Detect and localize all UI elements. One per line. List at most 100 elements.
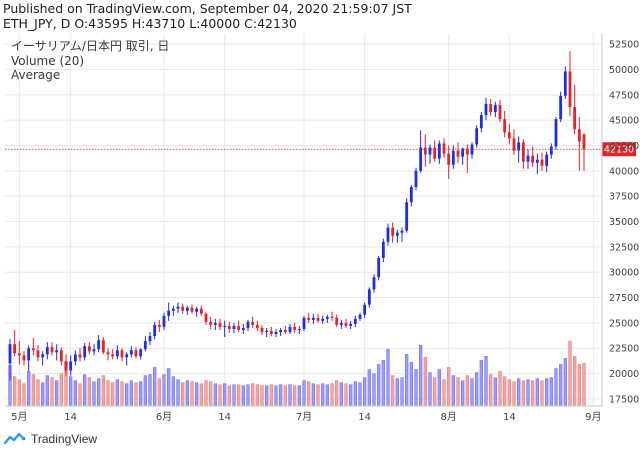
volume-bar [377, 364, 381, 407]
candle-body [115, 350, 119, 357]
candle-body [134, 350, 138, 357]
volume-bar [400, 377, 404, 407]
volume-bar [199, 383, 203, 407]
candle-body [181, 306, 185, 311]
chart-header: Published on TradingView.com, September … [3, 1, 637, 31]
last-price-label: 42130 [604, 145, 634, 156]
volume-bar [479, 360, 483, 407]
volume-bar [582, 363, 586, 407]
candle-body [377, 258, 381, 278]
x-tick-label: 8月 [440, 411, 456, 423]
volume-bar [120, 381, 124, 407]
candle-body [302, 317, 306, 329]
candle-body [540, 159, 544, 166]
candle-body [171, 308, 175, 311]
volume-bar [190, 381, 194, 407]
volume-bar [559, 364, 563, 407]
candle-body [405, 202, 409, 231]
volume-bar [255, 384, 259, 407]
volume-bar [78, 383, 82, 407]
candle-body [395, 232, 399, 236]
volume-bar [433, 377, 437, 407]
candle-body [535, 159, 539, 163]
volume-bar [573, 356, 577, 407]
candle-body [167, 310, 171, 316]
x-axis: 5月 14 6月 14 7月 14 8月 14 9月 [11, 411, 601, 423]
candle-body [386, 227, 390, 242]
volume-bar [297, 385, 301, 407]
candle-body [330, 316, 334, 318]
candle-body [433, 147, 437, 159]
legend-volume: Volume (20) [11, 54, 84, 68]
volume-bar [414, 369, 418, 407]
volume-bar [274, 385, 278, 407]
candle-body [559, 95, 563, 120]
symbol-ohlc-line: ETH_JPY, D O:43595 H:43710 L:40000 C:421… [3, 16, 297, 31]
candle-body [316, 317, 320, 321]
volume-bar [260, 385, 264, 407]
x-tick-label: 14 [358, 412, 371, 423]
volume-bar [213, 383, 217, 407]
y-tick-label: 45000 [609, 116, 639, 127]
candle-body [321, 318, 325, 321]
volume-bar [195, 382, 199, 407]
y-tick-label: 17500 [609, 394, 639, 405]
x-tick-label: 14 [64, 412, 77, 423]
candle-body [204, 313, 208, 322]
price-chart[interactable]: 42130 17500 20000 22500 25000 27500 30000 3250… [0, 0, 640, 430]
last-price-line: 42130 [5, 142, 636, 157]
candle-body [227, 325, 231, 329]
candle-body [269, 330, 273, 335]
volume-bar [419, 344, 423, 407]
volume-bar [568, 340, 572, 407]
volume-bar [59, 373, 63, 407]
volume-bar [526, 379, 530, 407]
volume-bar [545, 378, 549, 407]
volume-bar [381, 360, 385, 407]
volume-bar [241, 385, 245, 407]
candle-body [260, 327, 264, 333]
y-tick-label: 20000 [609, 369, 639, 380]
candle-body [246, 321, 250, 328]
candle-body [339, 322, 343, 325]
y-tick-label: 27500 [609, 293, 639, 304]
candle-body [335, 317, 339, 325]
candle-body [447, 153, 451, 165]
last-price-badge [602, 142, 636, 157]
candle-body [87, 346, 91, 352]
tradingview-logo-icon[interactable] [4, 432, 26, 446]
candle-body [241, 327, 245, 330]
published-line: Published on TradingView.com, September … [3, 1, 412, 16]
y-axis: 17500 20000 22500 25000 27500 30000 32500 35000… [609, 40, 639, 406]
candle-body [237, 325, 241, 330]
tradingview-brand[interactable]: TradingView [31, 432, 98, 446]
volume-bar [106, 380, 110, 407]
volume-bar [307, 381, 311, 407]
volume-bar [251, 383, 255, 407]
candle-body [479, 115, 483, 129]
volume-bar [50, 377, 54, 407]
volume-bar [437, 369, 441, 407]
candle-body [526, 155, 530, 162]
candle-body [470, 144, 474, 155]
volume-bar [73, 380, 77, 407]
volume-bar [36, 379, 40, 407]
candle-body [344, 322, 348, 326]
candle-body [232, 325, 236, 329]
candle-body [363, 304, 367, 315]
candle-body [297, 328, 301, 330]
volume-bar [535, 378, 539, 407]
volume-bar [83, 374, 87, 407]
volume-bar [185, 380, 189, 407]
volume-bar [171, 376, 175, 407]
candle-body [381, 241, 385, 259]
volume-bar [507, 379, 511, 407]
volume-bar [97, 378, 101, 407]
candle-body [531, 155, 535, 163]
candles [8, 51, 586, 381]
volume-bar [358, 382, 362, 407]
volume-bar [13, 376, 17, 407]
volume-bar [316, 384, 320, 407]
candle-body [195, 308, 199, 312]
y-tick-label: 52500 [609, 40, 639, 51]
